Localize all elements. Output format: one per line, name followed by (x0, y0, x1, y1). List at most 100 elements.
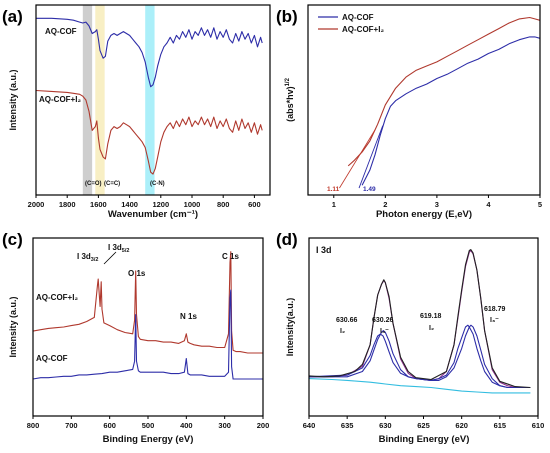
panel-a-frame (35, 4, 271, 196)
panel-d-peak-619-18-species: I₂ (429, 325, 434, 332)
panel-c-label-i3d52: I 3d5/2 (108, 243, 129, 254)
panel-a-x-ticks: 2000 1800 1600 1400 1200 1000 800 600 (28, 195, 261, 209)
series-line-aq-cof-i2 (347, 16, 541, 167)
x-tick-label: 625 (417, 421, 430, 430)
x-tick-label: 1800 (59, 200, 76, 209)
panel-b-annotation-1-49: 1.49 (363, 186, 376, 193)
panel-c-label: (c) (2, 230, 23, 249)
series-line-i3-630-26-618-79- (309, 324, 531, 389)
panel-c-label-i3d52-sub: 5/2 (122, 248, 130, 254)
x-tick-label: 300 (218, 421, 231, 430)
panel-d-peak-618-79-species: I₃⁻ (490, 317, 499, 324)
panel-d-peak-618-79: 618.79 (484, 306, 506, 313)
x-tick-label: 500 (142, 421, 155, 430)
panel-c-label-i3d32-sub: 3/2 (91, 257, 99, 263)
tangent-line-1 (358, 125, 384, 189)
tangent-line-0 (339, 129, 376, 189)
panel-d-y-axis-title: Intensity(a.u.) (285, 298, 295, 357)
panel-d-frame (308, 237, 539, 417)
x-tick-label: 630 (379, 421, 392, 430)
panel-d-label: (d) (276, 230, 298, 249)
panel-c-label-i3d52-main: I 3d (108, 243, 122, 252)
panel-c-x-ticks: 800 700 600 500 400 300 200 (27, 416, 270, 430)
panel-b-frame (307, 4, 541, 196)
x-tick-label: 400 (180, 421, 193, 430)
x-tick-label: 1600 (90, 200, 107, 209)
x-tick-label: 600 (248, 200, 261, 209)
svg-text:(abs*hv)1/2: (abs*hv)1/2 (285, 77, 295, 122)
panel-c-label-c1s: C 1s (222, 252, 239, 261)
panel-d: (d) 640 635 630 625 620 615 610 I 3d 630.66 I₂… (276, 230, 544, 445)
panel-a-x-axis-title: Wavenumber (cm⁻¹) (108, 209, 198, 220)
panel-c-x-axis-title: Binding Energy (eV) (103, 434, 194, 445)
band-1 (95, 5, 105, 195)
panel-d-peak-619-18: 619.18 (420, 313, 442, 320)
panel-b-y-axis-title: (abs*hv)1/2 (285, 77, 295, 122)
panel-a: (a) 2000 1800 1600 1400 1200 1000 800 600 AQ-CO… (2, 4, 271, 220)
panel-b-y-axis-sup: 1/2 (285, 77, 291, 86)
panel-a-series-label-aq-cof: AQ-COF (45, 27, 77, 36)
panel-d-peak-630-26: 630.26 (372, 317, 394, 324)
panel-d-peak-630-66: 630.66 (336, 317, 358, 324)
panel-d-title: I 3d (316, 245, 332, 255)
panel-c-label-i3d32-main: I 3d (77, 252, 91, 261)
panel-a-bands (82, 5, 155, 195)
legend-label-aq-cof-i2: AQ-COF+I₂ (342, 25, 384, 34)
band-2 (145, 5, 155, 195)
x-tick-label: 635 (341, 421, 354, 430)
panel-b-x-ticks: 1 2 3 4 5 (332, 195, 542, 209)
panel-b-legend: AQ-COF AQ-COF+I₂ (318, 13, 384, 34)
x-tick-label: 1000 (184, 200, 201, 209)
x-tick-label: 4 (486, 200, 491, 209)
band-0 (82, 5, 93, 195)
series-line-aq-cof-i2 (32, 251, 263, 354)
x-tick-label: 700 (65, 421, 78, 430)
panel-b-label: (b) (276, 7, 298, 26)
x-tick-label: 640 (303, 421, 316, 430)
x-tick-label: 200 (257, 421, 270, 430)
series-line-i2-630-66-619-18- (308, 324, 531, 389)
x-tick-label: 600 (103, 421, 116, 430)
panel-c-arrow (103, 251, 117, 265)
x-tick-label: 1200 (152, 200, 169, 209)
panel-c-label-n1s: N 1s (180, 312, 197, 321)
panel-c-plot-area (32, 251, 263, 380)
panel-c-y-axis-title: Intensity (a.u.) (8, 296, 18, 357)
series-line-background (308, 378, 531, 394)
x-tick-label: 2000 (28, 200, 45, 209)
panel-a-y-axis-title: Intensity (a.u.) (8, 69, 18, 130)
series-line-aq-cof (32, 289, 263, 380)
series-line-raw (308, 249, 531, 389)
legend-label-aq-cof: AQ-COF (342, 13, 374, 22)
panel-c-series-label-aq-cof: AQ-COF (36, 354, 68, 363)
x-tick-label: 1 (332, 200, 336, 209)
panel-a-band-label-c-o: (C=O) (85, 181, 102, 187)
panel-d-peak-630-66-species: I₂ (340, 328, 345, 335)
panel-d-plot-area (308, 249, 531, 394)
panel-b-plot-area (339, 16, 541, 189)
panel-a-plot-area (35, 17, 263, 175)
panel-c-label-o1s: O 1s (128, 269, 146, 278)
x-tick-label: 620 (455, 421, 468, 430)
panel-d-x-axis-title: Binding Energy (eV) (379, 434, 470, 445)
panel-d-peak-630-26-species: I₃⁻ (380, 328, 389, 335)
panel-c-label-i3d32: I 3d3/2 (77, 252, 98, 263)
panel-a-series-label-aq-cof-i2: AQ-COF+I₂ (39, 95, 81, 104)
panel-a-band-label-c-c: (C=C) (104, 181, 120, 187)
x-tick-label: 3 (435, 200, 439, 209)
x-tick-label: 610 (532, 421, 545, 430)
x-tick-label: 800 (217, 200, 230, 209)
panel-a-band-label-c-n: (C-N) (150, 181, 165, 187)
x-tick-label: 800 (27, 421, 40, 430)
x-tick-label: 5 (538, 200, 542, 209)
panel-a-label: (a) (2, 7, 23, 26)
panel-d-x-ticks: 640 635 630 625 620 615 610 (303, 416, 545, 430)
panel-b-x-axis-title: Photon energy (E,eV) (376, 209, 472, 220)
panel-b-annotation-1-11: 1.11 (327, 186, 340, 193)
series-line-aq-cof (36, 17, 263, 88)
x-tick-label: 1400 (121, 200, 138, 209)
panel-b-y-axis-main: (abs*hv) (285, 86, 295, 122)
series-line-aq-cof-i2 (35, 89, 263, 175)
panel-c-series-label-aq-cof-i2: AQ-COF+I₂ (36, 293, 78, 302)
